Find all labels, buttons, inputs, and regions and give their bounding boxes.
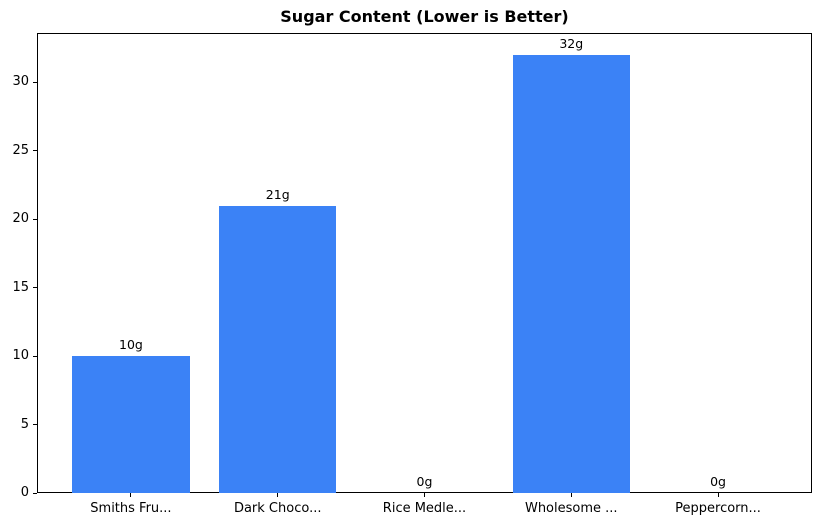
x-tick-label: Dark Choco...: [233, 501, 322, 516]
y-tick-label: 15: [12, 279, 29, 295]
bar-value-label: 32g: [559, 35, 584, 51]
chart-title: Sugar Content (Lower is Better): [280, 7, 569, 26]
x-tick-mark: [130, 493, 132, 497]
x-tick-mark: [570, 493, 572, 497]
x-tick-label: Smiths Fru...: [90, 501, 172, 516]
y-tick-mark: [33, 492, 37, 494]
y-tick-label: 10: [12, 348, 29, 364]
y-tick-mark: [33, 287, 37, 289]
bar-value-label: 21g: [265, 186, 290, 202]
y-tick-mark: [33, 355, 37, 357]
y-tick-label: 5: [20, 416, 29, 432]
x-tick-mark: [717, 493, 719, 497]
x-tick-mark: [424, 493, 425, 497]
bar-value-label: 0g: [416, 474, 433, 489]
y-tick-label: 0: [20, 485, 29, 500]
y-tick-mark: [33, 150, 37, 152]
y-tick-label: 25: [12, 142, 29, 158]
y-tick-mark: [33, 424, 37, 426]
y-tick-label: 20: [12, 211, 29, 227]
y-tick-mark: [33, 81, 37, 83]
bar-value-label: 0g: [710, 474, 726, 489]
y-tick-label: 30: [12, 74, 29, 90]
x-tick-label: Peppercorn...: [675, 501, 761, 516]
y-tick-mark: [33, 218, 37, 220]
bar-value-label: 10g: [119, 337, 143, 353]
x-tick-label: Wholesome ...: [524, 501, 618, 516]
x-tick-mark: [277, 493, 279, 497]
bar: [72, 356, 190, 493]
bar: [512, 54, 630, 493]
bar: [219, 205, 337, 493]
x-tick-label: Rice Medle...: [382, 501, 467, 516]
